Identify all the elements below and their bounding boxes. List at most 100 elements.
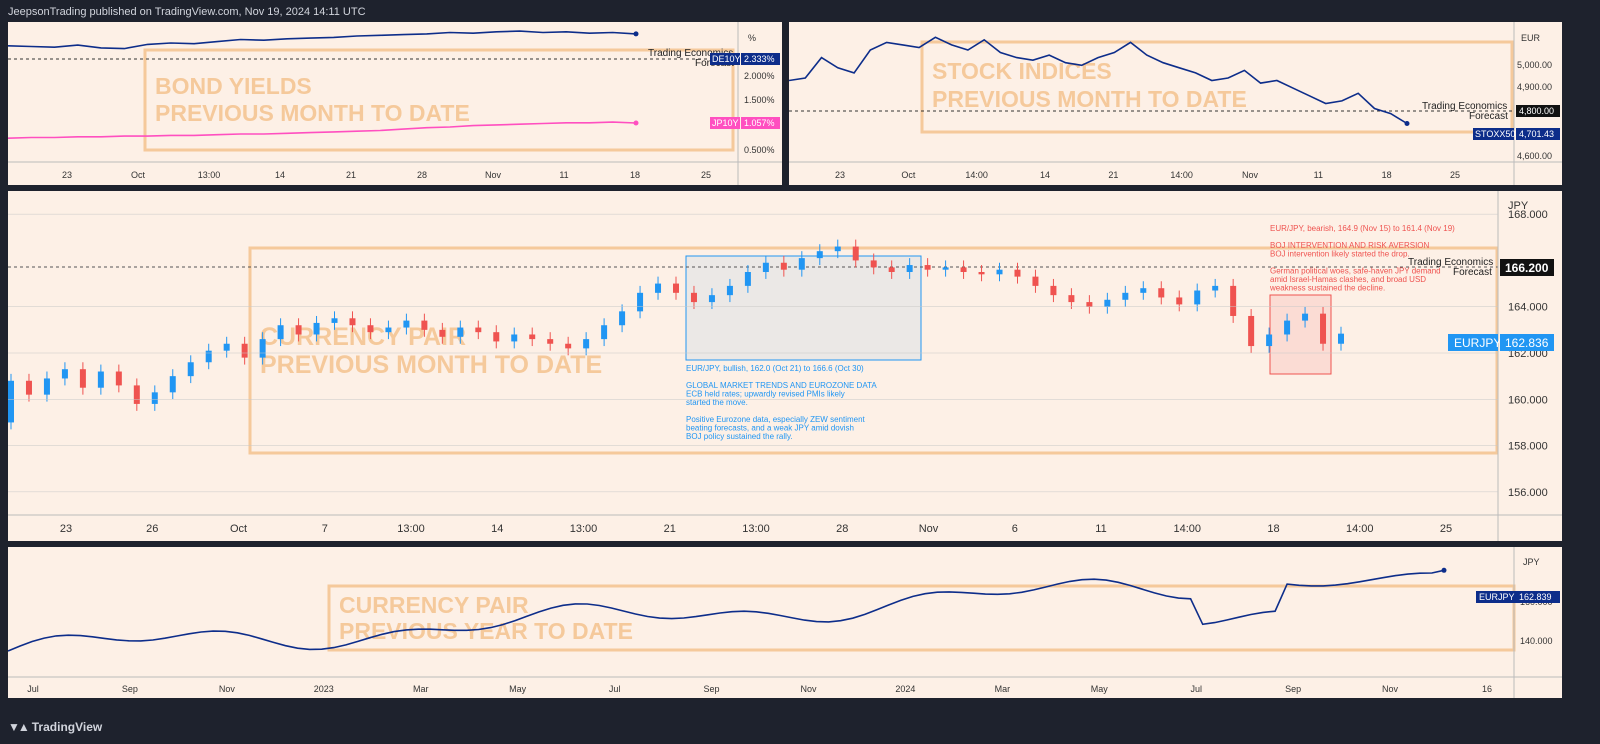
candle-body [924, 265, 931, 270]
candle-body [97, 371, 104, 388]
x-tick: Nov [919, 523, 939, 535]
candle-body [457, 327, 464, 337]
candle-body [241, 343, 248, 358]
stoxx50-value-badge [1516, 128, 1560, 140]
y-tick: 4,600.00 [1517, 151, 1552, 161]
jp10y-value-badge [741, 117, 780, 129]
candle-body [79, 369, 86, 388]
overlay-title: CURRENCY PAIR [260, 323, 466, 351]
forecast-value-badge [1516, 105, 1560, 117]
eurjpy-name: EURJPY [1454, 336, 1501, 350]
x-tick: 14 [491, 523, 503, 535]
x-tick: 18 [1267, 523, 1279, 535]
y-tick: 158.000 [1508, 441, 1548, 453]
x-tick: Jul [27, 684, 39, 694]
candle-body [1266, 334, 1273, 347]
y-tick: 5,000.00 [1517, 60, 1552, 70]
x-tick: 18 [630, 170, 640, 180]
candle-body [1338, 333, 1344, 344]
x-tick: Jul [609, 684, 621, 694]
candle-body [295, 325, 302, 335]
x-tick: Oct [131, 170, 146, 180]
eurjpy-year-series-line-endpoint [1441, 567, 1447, 573]
x-tick: 6 [1012, 523, 1018, 535]
bond-yields-panel[interactable]: BOND YIELDS PREVIOUS MONTH TO DATE Tradi… [8, 22, 782, 185]
eurjpy-name: EURJPY [1479, 592, 1515, 602]
x-tick: 25 [701, 170, 711, 180]
x-tick: 13:00 [570, 523, 598, 535]
stoxx50-value: 4,701.43 [1519, 129, 1554, 139]
bullish-annotation-line: BOJ policy sustained the rally. [686, 432, 793, 441]
eurjpy-year-chart: CURRENCY PAIR PREVIOUS YEAR TO DATE JPY … [8, 547, 1562, 698]
candle-body [888, 267, 895, 272]
overlay-title: CURRENCY PAIR [339, 592, 529, 618]
overlay-subtitle: PREVIOUS MONTH TO DATE [932, 86, 1247, 112]
footer-brand[interactable]: ▼▲ TradingView [8, 720, 102, 734]
stock-indices-panel[interactable]: STOCK INDICES PREVIOUS MONTH TO DATE Tra… [789, 22, 1562, 185]
eurjpy-name-badge [1448, 334, 1498, 351]
x-tick: 2023 [314, 684, 334, 694]
bearish-annotation-line: amid Israel-Hamas clashes, and broad USD [1270, 275, 1426, 284]
candle-body [223, 343, 230, 351]
bullish-range-box [685, 255, 922, 361]
x-tick: Sep [1285, 684, 1301, 694]
jp10y-name-badge [710, 117, 740, 129]
bullish-annotation-line: started the move. [686, 398, 748, 407]
candle-body [726, 285, 733, 296]
currency-pair-year-panel[interactable]: CURRENCY PAIR PREVIOUS YEAR TO DATE JPY … [8, 547, 1562, 698]
eurjpy-value-badge [1516, 591, 1560, 603]
x-tick: 2024 [895, 684, 915, 694]
x-tick: 11 [559, 170, 568, 180]
tradingview-logo-icon: ▼▲ [8, 720, 30, 734]
bullish-annotation-line: GLOBAL MARKET TRENDS AND EUROZONE DATA [686, 381, 877, 390]
currency-pair-month-panel[interactable]: CURRENCY PAIR PREVIOUS MONTH TO DATE EUR… [8, 191, 1562, 541]
x-tick: 28 [836, 523, 848, 535]
overlay-subtitle: PREVIOUS MONTH TO DATE [155, 100, 470, 126]
candle-body [493, 332, 500, 342]
x-tick: Mar [995, 684, 1011, 694]
x-tick: 18 [1382, 170, 1392, 180]
candle-body [852, 246, 859, 261]
x-tick: Oct [901, 170, 916, 180]
forecast-label: Trading Economics [1408, 257, 1493, 268]
x-tick: 21 [346, 170, 356, 180]
candle-body [1230, 285, 1237, 316]
x-tick: 14 [1040, 170, 1050, 180]
x-tick: 7 [322, 523, 328, 535]
x-tick: 16 [1482, 684, 1492, 694]
candle-body [25, 380, 32, 395]
candle-body [960, 267, 967, 272]
candle-body [619, 311, 626, 326]
candle-body [259, 339, 266, 358]
y-tick: 2.000% [744, 71, 775, 81]
jp10y-value: 1.057% [744, 118, 775, 128]
candle-body [1050, 285, 1057, 296]
de10y-value: 2.333% [744, 54, 775, 64]
x-tick: May [509, 684, 527, 694]
x-tick: 23 [60, 523, 72, 535]
candle-body [349, 318, 356, 326]
forecast-label: Trading Economics [1422, 101, 1507, 112]
eurjpy-candlestick-chart: CURRENCY PAIR PREVIOUS MONTH TO DATE EUR… [8, 191, 1562, 541]
candle-body [655, 283, 662, 293]
x-tick: 23 [62, 170, 72, 180]
x-tick: 14:00 [1170, 170, 1193, 180]
y-tick: 140.000 [1520, 636, 1553, 646]
bond-yields-chart: BOND YIELDS PREVIOUS MONTH TO DATE Tradi… [8, 22, 782, 185]
x-tick: 23 [835, 170, 845, 180]
candle-body [1086, 302, 1093, 307]
forecast-label-2: Forecast [1469, 111, 1508, 122]
eurjpy-value-badge [1500, 334, 1554, 351]
x-tick: 14:00 [1346, 523, 1374, 535]
bullish-annotation-line: EUR/JPY, bullish, 162.0 (Oct 21) to 166.… [686, 364, 864, 373]
candle-body [169, 376, 176, 393]
candle-body [690, 292, 697, 303]
overlay-box [143, 48, 735, 152]
x-tick: 25 [1440, 523, 1452, 535]
candle-body [708, 295, 715, 303]
x-tick: Nov [1242, 170, 1259, 180]
candle-body [511, 334, 518, 342]
candle-body [565, 343, 572, 349]
unit-label: % [748, 33, 756, 43]
footer-brand-label: TradingView [31, 720, 103, 734]
